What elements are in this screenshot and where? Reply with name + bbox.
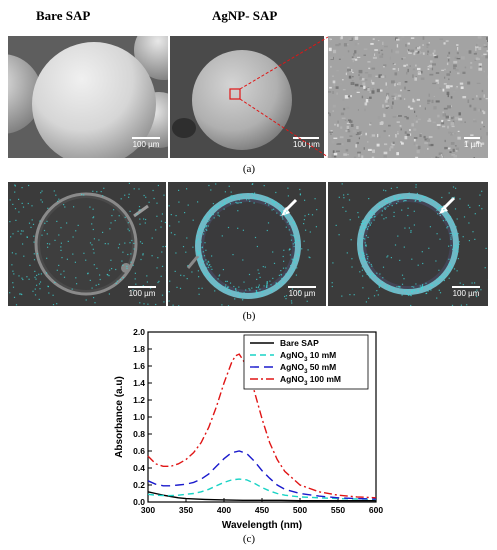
y-tick-label: 1.6	[133, 361, 145, 371]
eds-svg-2	[168, 182, 326, 306]
x-tick-label: 350	[179, 505, 193, 515]
x-tick-label: 500	[293, 505, 307, 515]
x-tick-label: 450	[255, 505, 269, 515]
y-tick-label: 1.8	[133, 344, 145, 354]
series-line-ag50	[147, 450, 377, 500]
y-axis-label: Absorbance (a.u)	[114, 376, 125, 458]
sem-bare-sap-image: 100 µm	[8, 36, 168, 158]
label-c: (c)	[242, 533, 256, 545]
y-tick-label: 0.4	[133, 463, 145, 473]
series-line-bare	[147, 491, 376, 502]
eds-map-bare: 100 µm	[8, 182, 166, 306]
eds-map-agnp-1: 100 µm	[168, 182, 326, 306]
scale-bar-a2: 100 µm	[293, 137, 320, 149]
legend-label-ag50: AgNO3 50 mM	[280, 362, 336, 375]
y-tick-label: 0.6	[133, 446, 145, 456]
texture-svg	[328, 36, 488, 158]
y-tick-label: 0.0	[133, 497, 145, 507]
scale-bar-a1: 100 µm	[132, 137, 160, 149]
zoom-connector-lines	[239, 36, 329, 158]
y-tick-label: 0.8	[133, 429, 145, 439]
series-line-ag10	[147, 478, 377, 501]
x-tick-label: 550	[331, 505, 345, 515]
legend-label-ag10: AgNO3 10 mM	[280, 350, 336, 363]
eds-svg-1	[8, 182, 166, 306]
scale-bar-a3: 1 µm	[464, 137, 482, 149]
uv-vis-chart: 300 350 400 450 500 550 600 0.0 0.2 0.4 0.6 0.8 1.0 1…	[114, 327, 383, 531]
y-tick-label: 0.2	[133, 480, 145, 490]
label-a: (a)	[242, 163, 256, 175]
scale-bar-b2: 100 µm	[288, 286, 316, 298]
x-tick-label: 600	[369, 505, 383, 515]
header-bare-sap: Bare SAP	[36, 8, 91, 23]
y-tick-label: 1.4	[133, 378, 145, 388]
eds-map-agnp-2: 100 µm	[328, 182, 488, 306]
legend-label-ag100: AgNO3 100 mM	[280, 374, 341, 387]
x-axis-label: Wavelength (nm)	[222, 520, 302, 531]
sem-zoomed-surface-image: 1 µm	[328, 36, 488, 158]
scale-bar-b3: 100 µm	[452, 286, 480, 298]
y-tick-label: 1.0	[133, 412, 145, 422]
eds-svg-3	[328, 182, 488, 306]
legend-label-bare: Bare SAP	[280, 338, 319, 348]
legend-box	[243, 334, 369, 390]
scale-bar-b1: 100 µm	[128, 286, 156, 298]
series-line-ag100	[147, 353, 377, 499]
y-tick-label: 1.2	[133, 395, 145, 405]
y-tick-label: 2.0	[133, 327, 145, 337]
x-tick-label: 300	[141, 505, 155, 515]
label-b: (b)	[242, 310, 256, 322]
header-agnp-sap: AgNP- SAP	[212, 8, 278, 23]
x-tick-label: 400	[217, 505, 231, 515]
